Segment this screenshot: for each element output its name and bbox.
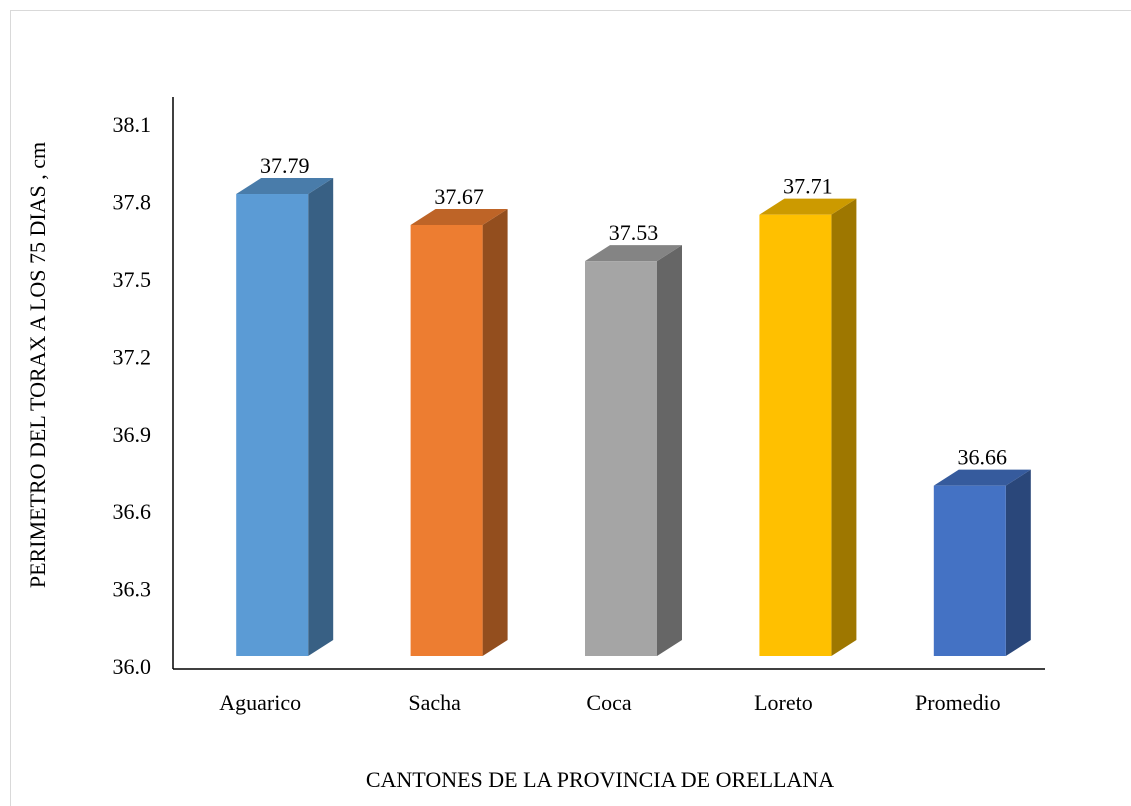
bar-top bbox=[933, 469, 1031, 486]
bar-side bbox=[308, 178, 334, 656]
x-tick-label: Aguarico bbox=[219, 690, 301, 715]
bar-side bbox=[831, 198, 857, 656]
chart-frame bbox=[10, 10, 1131, 806]
bar bbox=[933, 485, 1006, 656]
data-label: 37.71 bbox=[783, 174, 833, 199]
x-tick-label: Promedio bbox=[915, 690, 1001, 715]
bar-top bbox=[585, 245, 682, 262]
bar-side bbox=[1005, 469, 1031, 656]
x-tick-label: Sacha bbox=[408, 690, 461, 715]
bar-side bbox=[482, 208, 508, 656]
data-label: 37.53 bbox=[609, 220, 659, 245]
x-tick-label: Coca bbox=[586, 690, 631, 715]
y-tick-label: 36.3 bbox=[113, 577, 152, 602]
y-axis-title: PERIMETRO DEL TORAX A LOS 75 DIAS , cm bbox=[25, 142, 50, 588]
x-tick-label: Loreto bbox=[754, 690, 813, 715]
bar-side bbox=[657, 245, 682, 656]
y-tick-label: 36.0 bbox=[113, 654, 152, 679]
bar-top bbox=[236, 178, 334, 195]
data-label: 37.67 bbox=[434, 184, 484, 209]
data-label: 36.66 bbox=[958, 445, 1008, 470]
bar-top bbox=[759, 198, 857, 215]
y-tick-label: 37.5 bbox=[113, 267, 152, 292]
y-tick-label: 37.2 bbox=[113, 344, 152, 369]
x-axis-title: CANTONES DE LA PROVINCIA DE ORELLANA bbox=[366, 767, 834, 792]
data-label: 37.79 bbox=[260, 153, 310, 178]
bar-top bbox=[410, 208, 508, 225]
bar bbox=[759, 214, 832, 656]
bar bbox=[585, 261, 657, 656]
y-tick-label: 36.9 bbox=[113, 422, 152, 447]
bar bbox=[236, 194, 309, 656]
y-tick-label: 37.8 bbox=[113, 189, 152, 214]
y-tick-label: 36.6 bbox=[113, 499, 152, 524]
y-tick-label: 38.1 bbox=[113, 112, 152, 137]
bar bbox=[410, 224, 483, 656]
